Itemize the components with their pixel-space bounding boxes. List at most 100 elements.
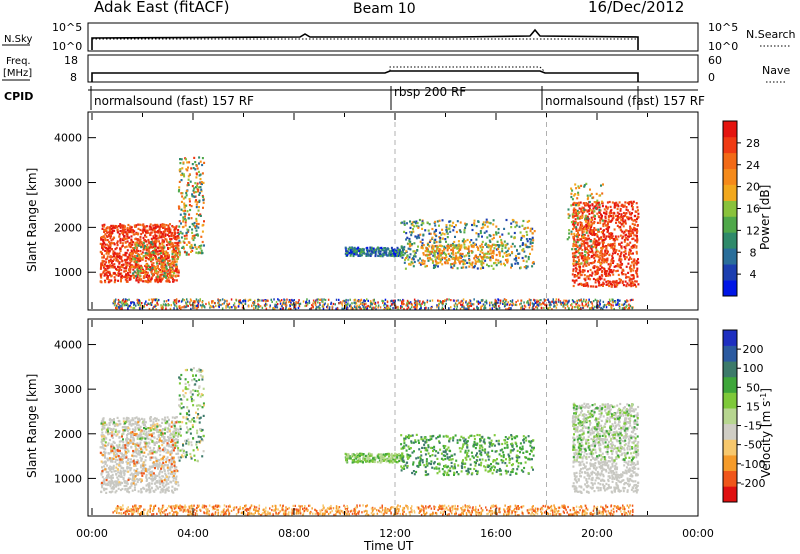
power-echo-late (627, 253, 630, 256)
power-echo-early (124, 231, 127, 234)
power-echo-late-edge (583, 185, 586, 188)
power-echo-late (576, 223, 579, 226)
power-echo-plume (197, 190, 199, 193)
velocity-echo-early-gs (122, 417, 125, 420)
power-ground-band (531, 306, 534, 310)
power-echo-rbsp (409, 240, 412, 243)
power-ground-band (536, 305, 538, 308)
power-echo-late (607, 282, 610, 285)
power-echo-early (156, 273, 159, 276)
power-ground-band (127, 305, 129, 308)
power-ground-band (608, 301, 610, 305)
power-echo-rbsp (439, 261, 442, 264)
power-echo-early (110, 239, 113, 242)
power-ground-band (218, 301, 220, 304)
power-echo-early (156, 223, 159, 226)
power-echo-early-edge (161, 259, 164, 262)
power-echo-late (626, 282, 629, 285)
power-echo-rbsp-core (451, 247, 454, 250)
power-ground-band (497, 301, 499, 304)
power-echo-late (603, 261, 606, 264)
power-echo-rbsp (501, 250, 504, 253)
power-echo-rbsp (414, 255, 417, 258)
power-echo-early (155, 248, 158, 251)
power-ground-band (535, 306, 537, 309)
power-echo-plume (203, 244, 205, 247)
power-echo-late (584, 284, 587, 287)
power-echo-early (135, 232, 138, 235)
power-ground-band (470, 304, 473, 307)
power-echo-midday (349, 249, 352, 252)
power-echo-late (593, 227, 596, 230)
power-ground-band (364, 307, 366, 310)
power-ground-band (533, 307, 535, 311)
power-echo-rbsp (438, 231, 441, 234)
power-ground-band (576, 299, 578, 303)
power-ground-band (454, 302, 457, 305)
power-echo-late (613, 248, 616, 251)
power-echo-early (160, 249, 162, 252)
power-echo-late-edge (590, 192, 593, 196)
power-echo-rbsp (452, 221, 455, 224)
power-ground-band (402, 299, 405, 302)
power-ground-band (405, 304, 407, 307)
power-echo-rbsp (414, 222, 417, 225)
power-echo-early-edge (163, 272, 166, 275)
power-ground-band (530, 299, 532, 302)
power-echo-late (572, 268, 575, 271)
power-ground-band (614, 300, 616, 303)
power-echo-early (126, 237, 129, 240)
power-ground-band (450, 306, 452, 309)
power-echo-late (622, 235, 625, 238)
power-echo-late-edge (594, 207, 597, 210)
power-ground-band (552, 298, 554, 301)
power-echo-early (154, 245, 157, 248)
power-ground-band (585, 303, 587, 306)
power-echo-rbsp (461, 240, 464, 243)
power-ground-band (234, 307, 236, 310)
power-echo-plume (195, 222, 198, 225)
power-echo-midday (355, 251, 358, 254)
power-echo-rbsp (406, 254, 409, 257)
power-echo-late-edge (574, 255, 577, 258)
power-ground-band (126, 303, 129, 306)
power-echo-early-edge (175, 274, 178, 277)
power-echo-late (625, 285, 628, 288)
power-ground-band (209, 306, 211, 309)
power-echo-early (159, 280, 162, 283)
power-echo-midday (381, 249, 384, 252)
power-ground-band (297, 301, 299, 304)
power-ground-band (379, 306, 382, 309)
power-echo-early (150, 276, 153, 279)
power-echo-late-edge (585, 202, 588, 205)
power-ground-band (473, 303, 475, 306)
power-echo-rbsp (462, 266, 465, 269)
power-echo-rbsp (505, 218, 508, 222)
power-echo-rbsp (474, 259, 477, 262)
power-echo-rbsp-core (463, 246, 466, 249)
power-ground-band (132, 306, 134, 310)
power-ground-band (515, 303, 518, 307)
power-echo-early (157, 231, 160, 234)
power-echo-late (612, 250, 615, 253)
power-ground-band (407, 301, 410, 304)
power-echo-rbsp (455, 224, 457, 227)
power-echo-late (588, 224, 591, 227)
velocity-echo-early-gs (103, 482, 106, 485)
power-echo-early-edge (151, 267, 154, 270)
power-echo-rbsp (421, 221, 424, 224)
power-echo-early (124, 238, 127, 241)
power-echo-rbsp (466, 238, 469, 242)
power-echo-late (604, 237, 607, 240)
power-echo-rbsp-core (463, 255, 466, 258)
power-ground-band (590, 301, 593, 304)
power-ground-band (192, 300, 195, 303)
power-ground-band (165, 300, 168, 303)
power-echo-late (611, 256, 614, 259)
power-echo-late (576, 274, 579, 277)
power-echo-rbsp (432, 266, 435, 269)
power-ground-band (563, 299, 565, 302)
power-echo-late (584, 256, 587, 259)
power-echo-late (604, 215, 607, 218)
power-ground-band (366, 298, 368, 301)
